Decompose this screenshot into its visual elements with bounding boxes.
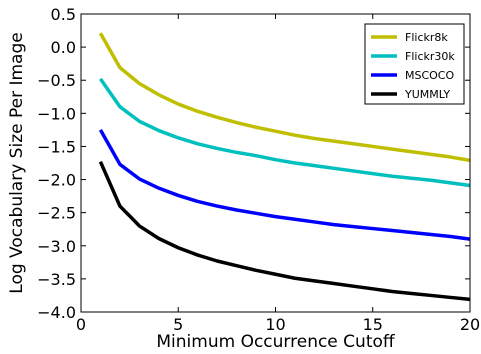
series-line-mscoco [98, 129, 471, 241]
legend-label: YUMMLY [404, 88, 450, 101]
legend: Flickr8k Flickr30k MSCOCO YUMMLY [364, 23, 465, 105]
x-tick-label: 10 [265, 315, 285, 334]
y-axis-title: Log Vocabulary Size Per Image [7, 32, 27, 293]
y-tick-label: −3.5 [37, 270, 76, 289]
y-tick-label: −3.0 [37, 237, 76, 256]
series-line-flickr30k [99, 77, 471, 188]
y-tick-label: −1.5 [37, 137, 76, 156]
ticks-layer: 0 5 10 15 20 0.5 0.0 −0.5 −1.0 −1.5 −2.0 −2.5 −3.0 −3… [37, 5, 480, 334]
y-tick-label: −2.0 [37, 171, 76, 190]
series-layer [98, 32, 471, 302]
x-tick-label: 15 [363, 315, 383, 334]
x-tick-label: 5 [173, 315, 183, 334]
y-tick-label: −1.0 [37, 104, 76, 123]
x-tick-label: 20 [460, 315, 480, 334]
y-tick-label: 0.5 [51, 5, 76, 24]
y-tick-label: −4.0 [37, 303, 76, 322]
legend-label: Flickr30k [405, 50, 455, 63]
x-tick-label: 0 [76, 315, 86, 334]
y-tick-label: −0.5 [37, 71, 76, 90]
y-tick-label: 0.0 [51, 38, 76, 57]
legend-label: MSCOCO [405, 69, 454, 82]
legend-label: Flickr8k [405, 31, 448, 44]
series-line-flickr8k [98, 32, 471, 163]
x-axis-title: Minimum Occurrence Cutoff [156, 332, 395, 352]
series-line-yummly [98, 160, 471, 302]
y-tick-label: −2.5 [37, 204, 76, 223]
